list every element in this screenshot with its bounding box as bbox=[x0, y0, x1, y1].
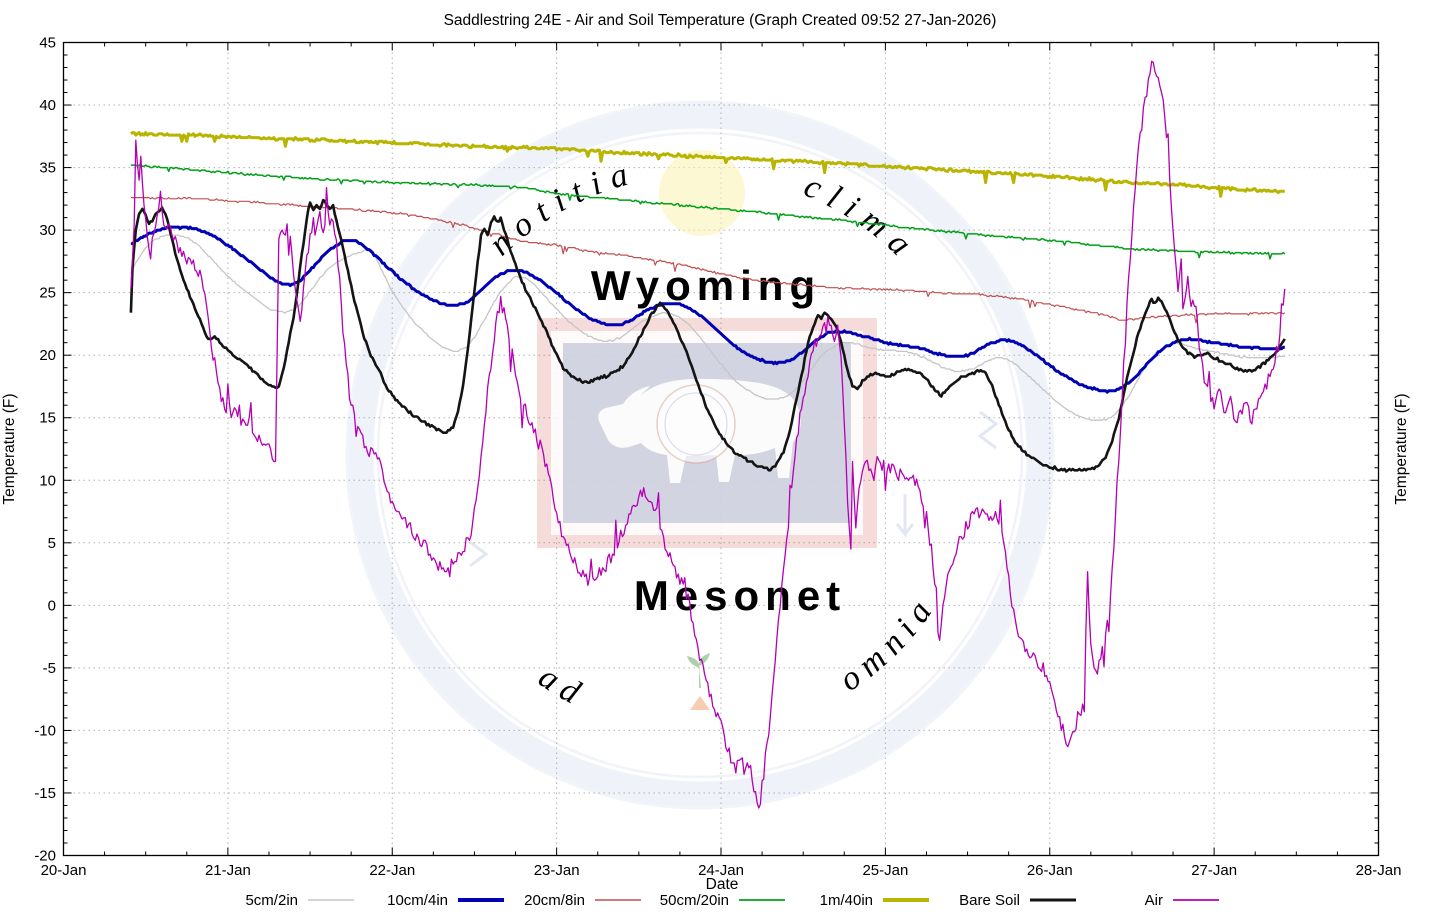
legend-label: 10cm/4in bbox=[387, 892, 448, 909]
y-tick-label: 5 bbox=[48, 535, 56, 552]
watermark-sprout bbox=[687, 653, 710, 688]
legend-label: Air bbox=[1145, 892, 1163, 909]
watermark-triangle bbox=[690, 696, 710, 710]
series-line-air bbox=[130, 60, 1286, 809]
legend-item-10cm-4in: 10cm/4in bbox=[387, 892, 504, 909]
y-tick-label: 0 bbox=[48, 597, 56, 614]
y-tick-label: -20 bbox=[34, 848, 56, 865]
legend-item-bare-soil: Bare Soil bbox=[959, 892, 1076, 909]
watermark-ring-outer bbox=[345, 100, 1055, 810]
x-tick-label: 28-Jan bbox=[1356, 862, 1402, 879]
series-line-1m-40in bbox=[130, 131, 1285, 198]
x-tick-label: 22-Jan bbox=[369, 862, 415, 879]
axes bbox=[62, 41, 1380, 857]
y-tick-label: -15 bbox=[34, 785, 56, 802]
x-tick-label: 24-Jan bbox=[698, 862, 744, 879]
legend-item-5cm-2in: 5cm/2in bbox=[245, 892, 354, 909]
legend-item-1m-40in: 1m/40in bbox=[820, 892, 929, 909]
y-tick-label: 30 bbox=[39, 222, 56, 239]
series-line-5cm-2in bbox=[130, 234, 1285, 421]
y-tick-label: 45 bbox=[39, 35, 56, 52]
chart-title: Saddlestring 24E - Air and Soil Temperat… bbox=[444, 12, 997, 29]
legend: 5cm/2in 10cm/4in 20cm/8in 50cm/20in 1m/40in B… bbox=[245, 892, 1219, 909]
x-tick-label: 21-Jan bbox=[205, 862, 251, 879]
y-tick-label: 10 bbox=[39, 472, 56, 489]
y-axis-title-right: Temperature (F) bbox=[1393, 393, 1410, 504]
y-tick-label: 35 bbox=[39, 160, 56, 177]
series-line-10cm-4in bbox=[130, 225, 1285, 394]
legend-label: 20cm/8in bbox=[524, 892, 585, 909]
legend-label: 5cm/2in bbox=[245, 892, 298, 909]
y-tick-label: 15 bbox=[39, 410, 56, 427]
x-tick-label: 20-Jan bbox=[41, 862, 87, 879]
x-tick-label: 27-Jan bbox=[1191, 862, 1237, 879]
series-line-50cm-20in bbox=[130, 164, 1286, 260]
y-tick-label: -5 bbox=[43, 660, 56, 677]
series-lines bbox=[129, 60, 1286, 809]
x-axis-title: Date bbox=[706, 876, 739, 893]
legend-label: 1m/40in bbox=[820, 892, 873, 909]
legend-label: 50cm/20in bbox=[660, 892, 729, 909]
svg-text:ad: ad bbox=[532, 658, 593, 715]
legend-label: Bare Soil bbox=[959, 892, 1020, 909]
watermark-ring bbox=[348, 103, 1052, 807]
watermark-glyphs bbox=[469, 410, 999, 568]
y-tick-label: 25 bbox=[39, 285, 56, 302]
watermark-word-ad: ad bbox=[532, 658, 585, 715]
watermark-ring-inner bbox=[376, 131, 1024, 779]
watermark-word-mesonet: Mesonet bbox=[634, 572, 846, 619]
y-tick-label: 20 bbox=[39, 347, 56, 364]
watermark-wyoming-flag bbox=[537, 318, 877, 548]
series-line-bare-soil bbox=[129, 198, 1286, 473]
legend-item-50cm-20in: 50cm/20in bbox=[660, 892, 785, 909]
watermark-word-wyoming: Wyoming bbox=[591, 262, 821, 309]
y-tick-label: -10 bbox=[34, 722, 56, 739]
x-tick-label: 25-Jan bbox=[862, 862, 908, 879]
y-tick-label: 40 bbox=[39, 97, 56, 114]
y-axis-title-left: Temperature (F) bbox=[1, 393, 18, 504]
legend-item-20cm-8in: 20cm/8in bbox=[524, 892, 641, 909]
series-line-20cm-8in bbox=[130, 197, 1286, 324]
legend-item-air: Air bbox=[1145, 892, 1219, 909]
x-tick-label: 26-Jan bbox=[1027, 862, 1073, 879]
x-tick-label: 23-Jan bbox=[534, 862, 580, 879]
tick-labels: -20 -15 -10 -5 0 5 10 15 20 25 30 35 40 45 20-Jan 21-Ja… bbox=[34, 35, 1401, 880]
watermark-sun bbox=[659, 150, 745, 236]
